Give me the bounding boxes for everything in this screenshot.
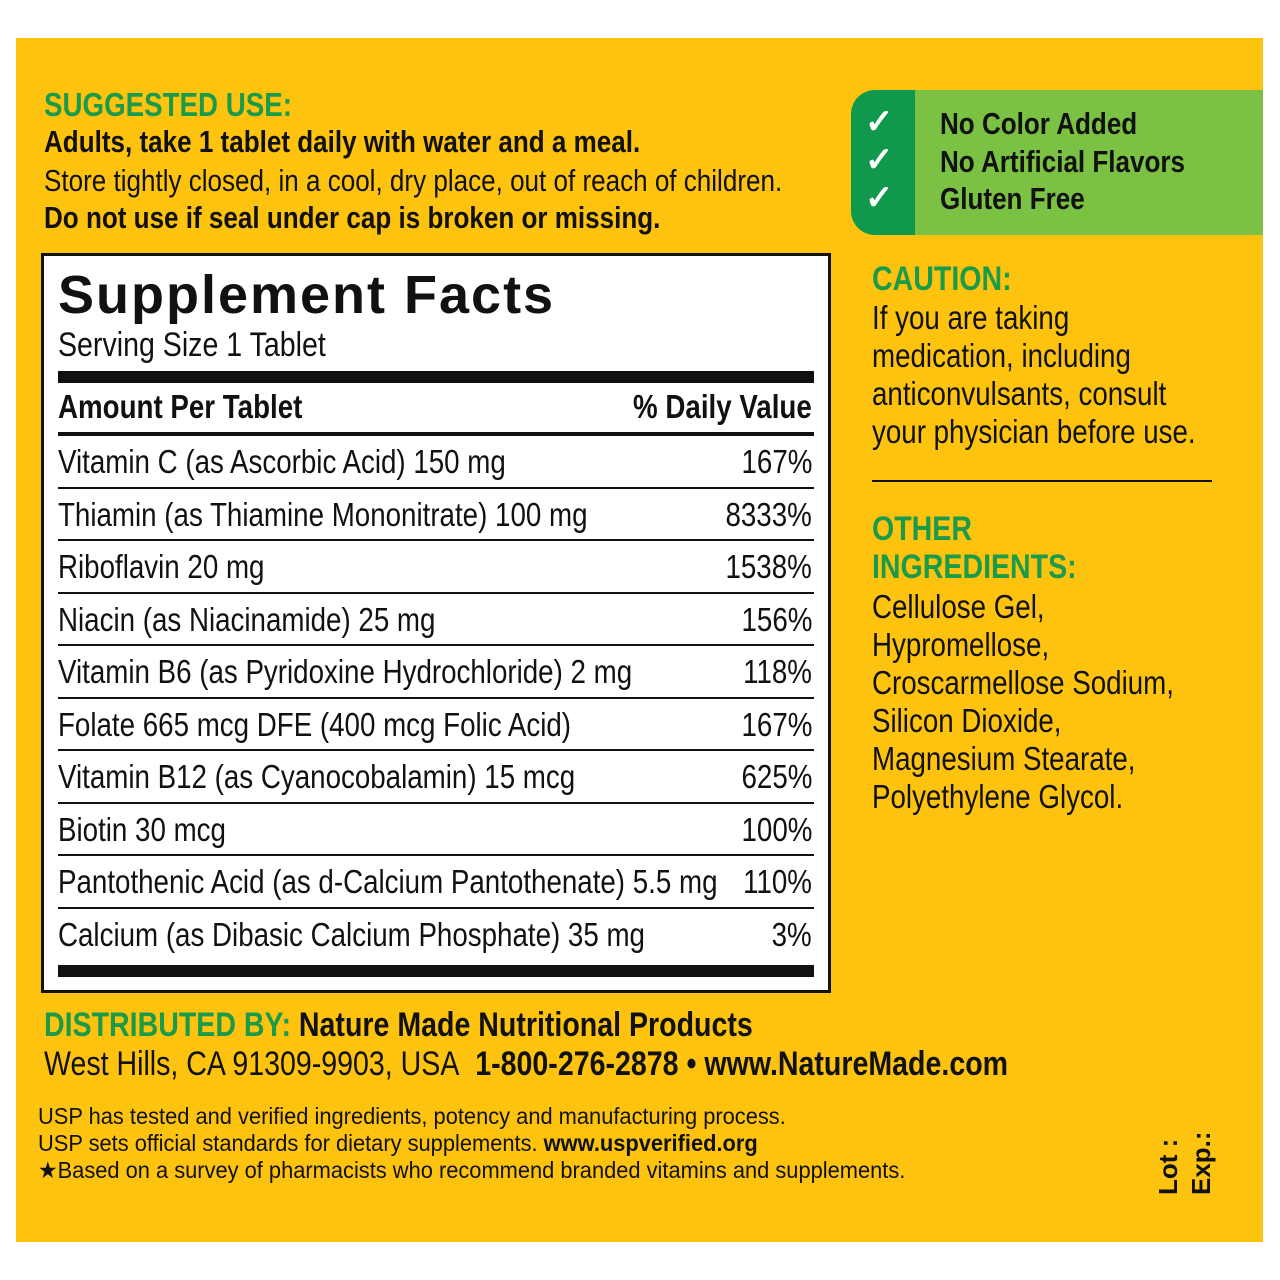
distributed-by: DISTRIBUTED BY: Nature Made Nutritional … — [44, 1006, 888, 1045]
survey-footnote: ★Based on a survey of pharmacists who re… — [38, 1157, 906, 1183]
thick-divider — [58, 371, 814, 383]
suggested-use-heading: SUGGESTED USE: — [44, 86, 292, 123]
amount-header: Amount Per Tablet — [58, 388, 303, 425]
nutrient-row: Vitamin B12 (as Cyanocobalamin) 15 mcg 62… — [58, 751, 814, 804]
daily-value: 625% — [741, 758, 812, 795]
usp-link[interactable]: www.uspverified.org — [543, 1130, 758, 1156]
serving-size: Serving Size 1 Tablet — [58, 326, 326, 364]
daily-value: 100% — [741, 810, 812, 848]
nutrient-name: Vitamin C (as Ascorbic Acid) 150 mg — [58, 443, 506, 480]
bullet: • — [686, 1045, 697, 1083]
exp-label: Exp.: — [1186, 1131, 1216, 1195]
ingredient: Hypromellose, — [872, 626, 1050, 663]
ingredient: Silicon Dioxide, — [872, 702, 1062, 739]
facts-title: Supplement Facts — [58, 265, 556, 325]
nutrient-row: Riboflavin 20 mg 1538% — [58, 541, 814, 594]
phone: 1-800-276-2878 — [475, 1045, 679, 1083]
nutrient-row: Pantothenic Acid (as d-Calcium Pantothen… — [58, 856, 814, 909]
nutrient-name: Vitamin B6 (as Pyridoxine Hydrochloride)… — [58, 653, 633, 690]
usp-line: USP has tested and verified ingredients,… — [38, 1103, 786, 1129]
nutrient-row: Biotin 30 mcg 100% — [58, 804, 814, 856]
daily-value: 167% — [741, 443, 812, 480]
claims-box: ✓ ✓ ✓ No Color Added No Artificial Flavo… — [851, 90, 1263, 235]
checkmark-column — [851, 90, 915, 235]
daily-value: 3% — [771, 915, 812, 953]
nutrient-name: Vitamin B12 (as Cyanocobalamin) 15 mcg — [58, 758, 576, 795]
nutrient-name: Niacin (as Niacinamide) 25 mg — [58, 600, 436, 638]
nutrient-name: Pantothenic Acid (as d-Calcium Pantothen… — [58, 863, 718, 900]
nutrient-row: Calcium (as Dibasic Calcium Phosphate) 3… — [58, 909, 814, 962]
website-link[interactable]: www.NatureMade.com — [704, 1045, 1009, 1083]
claim-no-flavors: No Artificial Flavors — [940, 144, 1186, 179]
contact-line: West Hills, CA 91309-9903, USA 1-800-276… — [44, 1045, 1192, 1084]
company-name: Nature Made Nutritional Products — [298, 1006, 753, 1044]
daily-value: 167% — [741, 705, 812, 743]
nutrient-name: Biotin 30 mcg — [58, 810, 226, 848]
storage-line: Store tightly closed, in a cool, dry pla… — [44, 163, 783, 198]
daily-value: 110% — [743, 863, 812, 900]
distributed-heading: DISTRIBUTED BY: — [44, 1006, 291, 1044]
suggested-use-line: Adults, take 1 tablet daily with water a… — [44, 124, 641, 159]
caution-line: If you are taking — [872, 299, 1070, 336]
caution-line: anticonvulsants, consult — [872, 375, 1167, 412]
lot-label: Lot : — [1153, 1138, 1183, 1195]
ingredient: Croscarmellose Sodium, — [872, 664, 1174, 701]
checkmark-icon: ✓ — [865, 141, 894, 179]
nutrient-row: Thiamin (as Thiamine Mononitrate) 100 mg… — [58, 489, 814, 541]
checkmark-icon: ✓ — [865, 179, 894, 217]
header-divider — [58, 432, 814, 436]
other-ingredients-heading: INGREDIENTS: — [872, 548, 1077, 586]
bottom-divider — [58, 965, 814, 977]
daily-value: 156% — [741, 600, 812, 638]
nutrient-name: Folate 665 mcg DFE (400 mcg Folic Acid) — [58, 705, 572, 743]
checkmark-icon: ✓ — [865, 103, 894, 141]
daily-value: 118% — [743, 653, 812, 690]
nutrient-row: Vitamin B6 (as Pyridoxine Hydrochloride)… — [58, 646, 814, 699]
ingredient: Magnesium Stearate, — [872, 740, 1136, 777]
usp-text: USP sets official standards for dietary … — [38, 1130, 538, 1156]
address: West Hills, CA 91309-9903, USA — [44, 1045, 460, 1083]
divider — [872, 480, 1212, 482]
nutrient-row: Niacin (as Niacinamide) 25 mg 156% — [58, 594, 814, 646]
nutrient-row: Folate 665 mcg DFE (400 mcg Folic Acid) 1… — [58, 699, 814, 751]
caution-line: medication, including — [872, 337, 1131, 374]
nutrient-name: Thiamin (as Thiamine Mononitrate) 100 mg — [58, 495, 588, 533]
claim-no-color: No Color Added — [940, 106, 1138, 141]
nutrient-row: Vitamin C (as Ascorbic Acid) 150 mg 167% — [58, 436, 814, 489]
daily-value: 8333% — [725, 495, 812, 533]
nutrient-name: Calcium (as Dibasic Calcium Phosphate) 3… — [58, 915, 645, 953]
other-ingredients-heading: OTHER — [872, 510, 972, 548]
nutrient-name: Riboflavin 20 mg — [58, 548, 265, 585]
ingredient: Cellulose Gel, — [872, 588, 1045, 625]
ingredient: Polyethylene Glycol. — [872, 778, 1124, 815]
dv-header: % Daily Value — [633, 388, 812, 425]
supplement-facts-panel: Supplement Facts Serving Size 1 Tablet A… — [41, 253, 831, 993]
claim-gluten-free: Gluten Free — [940, 181, 1085, 216]
caution-heading: CAUTION: — [872, 260, 1012, 298]
daily-value: 1538% — [725, 548, 812, 585]
seal-warning: Do not use if seal under cap is broken o… — [44, 200, 661, 235]
usp-line: USP sets official standards for dietary … — [38, 1130, 796, 1157]
caution-line: your physician before use. — [872, 413, 1196, 450]
